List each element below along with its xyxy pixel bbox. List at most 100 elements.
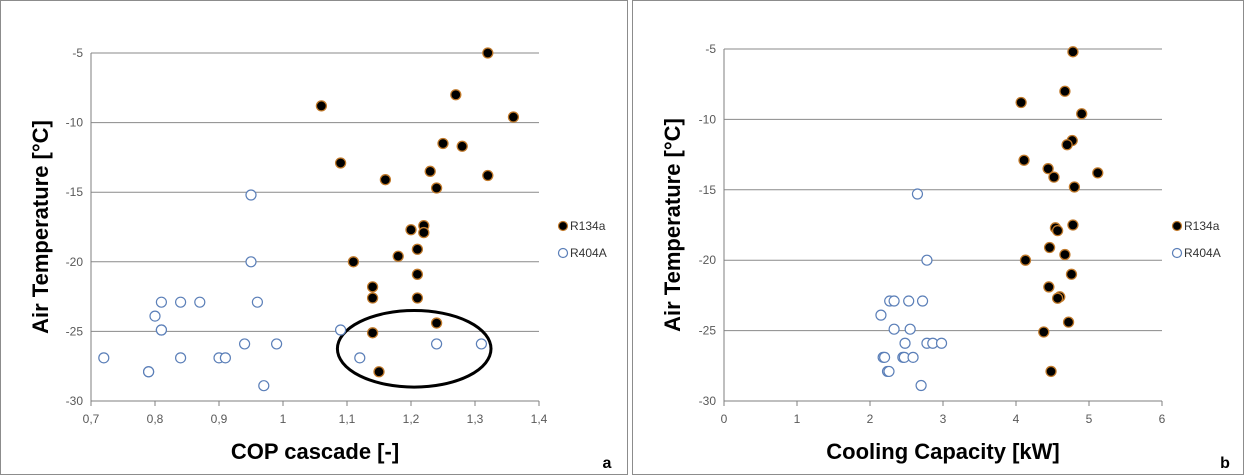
data-point-r404a xyxy=(251,296,263,308)
data-point-r134a xyxy=(1061,139,1073,151)
data-point-r134a xyxy=(1045,365,1057,378)
data-point-r404a xyxy=(935,337,948,349)
data-point-r134a xyxy=(1059,248,1071,261)
data-point-r134a xyxy=(1068,181,1081,193)
y-tick-label: -15 xyxy=(699,183,717,197)
data-point-r404a xyxy=(335,324,347,336)
x-tick-label: 4 xyxy=(1013,412,1020,426)
data-point-r134a xyxy=(1076,108,1088,120)
data-point-r404a xyxy=(271,338,283,350)
data-point-r404a xyxy=(475,338,487,350)
x-tick-label: 0,8 xyxy=(147,412,164,426)
y-tick-label: -30 xyxy=(699,394,717,408)
data-point-r134a xyxy=(1067,46,1079,58)
data-point-r134a xyxy=(1042,163,1054,175)
data-point-r134a xyxy=(1038,326,1050,338)
data-point-r134a xyxy=(1065,268,1078,280)
data-point-r134a xyxy=(1092,167,1104,179)
legend-label: R134a xyxy=(1184,219,1220,233)
data-point-r134a xyxy=(1019,254,1032,266)
x-tick-label: 0,7 xyxy=(83,412,100,426)
annotation-ellipse xyxy=(335,309,493,389)
y-tick-label: -20 xyxy=(66,255,84,269)
legend-marker xyxy=(557,220,569,232)
data-point-r404a xyxy=(899,337,911,349)
data-point-r134a xyxy=(334,157,347,169)
x-axis-title: COP cascade [-] xyxy=(231,439,399,464)
panel-label: b xyxy=(1220,455,1230,472)
scatter-chart-a: -5 -10 -15 -20 -25 -30 0,7 0,8 0,9 1 1,1 1,2 1,3 1,4 C… xyxy=(28,46,612,472)
x-tick-label: 0,9 xyxy=(211,412,228,426)
data-point-r134a xyxy=(430,182,443,194)
y-axis-title: Air Temperature [°C] xyxy=(660,118,685,332)
data-point-r404a xyxy=(175,296,187,308)
data-point-r134a xyxy=(379,174,392,186)
x-tick-label: 1,4 xyxy=(531,412,548,426)
y-tick-label: -10 xyxy=(699,112,717,126)
data-point-r404a xyxy=(354,352,366,364)
x-tick-label: 1 xyxy=(280,412,287,426)
data-point-r134a xyxy=(411,268,424,280)
legend-marker xyxy=(557,247,569,259)
data-point-r134a xyxy=(366,327,379,339)
data-point-r404a xyxy=(904,323,916,335)
data-point-r134a xyxy=(1018,154,1030,166)
x-tick-label: 1,1 xyxy=(339,412,356,426)
data-point-r134a xyxy=(437,137,449,150)
data-point-r404a xyxy=(879,351,891,363)
y-axis-title: Air Temperature [°C] xyxy=(28,120,53,334)
data-point-r404a xyxy=(175,352,187,364)
data-point-r134a xyxy=(482,169,494,182)
y-tick-label: -25 xyxy=(699,324,717,338)
data-point-r134a xyxy=(450,89,462,101)
x-tick-label: 2 xyxy=(867,412,874,426)
x-tick-label: 1 xyxy=(794,412,801,426)
panel-label: a xyxy=(603,455,612,472)
y-tick-label: -5 xyxy=(705,42,716,56)
data-point-r134a xyxy=(373,366,385,378)
data-point-r134a xyxy=(411,292,424,304)
data-point-r134a xyxy=(1043,281,1055,293)
data-point-r404a xyxy=(149,310,161,322)
data-point-r134a xyxy=(1059,85,1071,97)
x-tick-label: 0 xyxy=(721,412,728,426)
data-point-r134a xyxy=(1062,316,1075,328)
y-tick-label: -15 xyxy=(66,185,84,199)
data-point-r404a xyxy=(883,365,895,378)
data-point-r134a xyxy=(1015,96,1027,109)
x-axis-title: Cooling Capacity [kW] xyxy=(826,439,1059,464)
x-tick-label: 5 xyxy=(1086,412,1093,426)
chart-panel-a: -5 -10 -15 -20 -25 -30 0,7 0,8 0,9 1 1,1 1,2 1,3 1,4 C… xyxy=(0,0,628,475)
data-point-r134a xyxy=(366,292,379,304)
data-point-r404a xyxy=(239,338,251,350)
data-point-r134a xyxy=(456,140,468,152)
legend-marker xyxy=(1171,247,1183,259)
legend-label: R134a xyxy=(570,219,606,233)
x-tick-label: 1,2 xyxy=(403,412,420,426)
data-point-r404a xyxy=(98,352,110,364)
data-point-r134a xyxy=(405,224,417,236)
data-point-r404a xyxy=(245,189,257,201)
data-point-r404a xyxy=(875,309,887,321)
data-point-r404a xyxy=(903,295,915,307)
data-point-r134a xyxy=(1051,224,1064,237)
chart-panel-b: -5 -10 -15 -20 -25 -30 0 1 2 3 4 5 6 Cooling Capacity… xyxy=(632,0,1244,475)
data-point-r134a xyxy=(418,226,430,239)
y-tick-label: -20 xyxy=(699,253,717,267)
data-point-r134a xyxy=(347,256,360,268)
data-point-r134a xyxy=(507,111,520,123)
y-tick-label: -25 xyxy=(66,324,84,338)
data-point-r404a xyxy=(245,256,257,268)
data-point-r134a xyxy=(1043,241,1056,254)
data-point-r404a xyxy=(155,296,167,308)
data-point-r404a xyxy=(907,351,919,363)
data-point-r404a xyxy=(219,352,231,364)
legend-marker xyxy=(1171,220,1183,232)
x-tick-label: 6 xyxy=(1159,412,1166,426)
data-point-r134a xyxy=(430,317,443,329)
data-point-r134a xyxy=(482,47,494,59)
data-point-r404a xyxy=(155,324,167,336)
data-point-r404a xyxy=(911,188,924,200)
data-point-r134a xyxy=(424,165,436,177)
y-tick-label: -5 xyxy=(72,46,83,60)
